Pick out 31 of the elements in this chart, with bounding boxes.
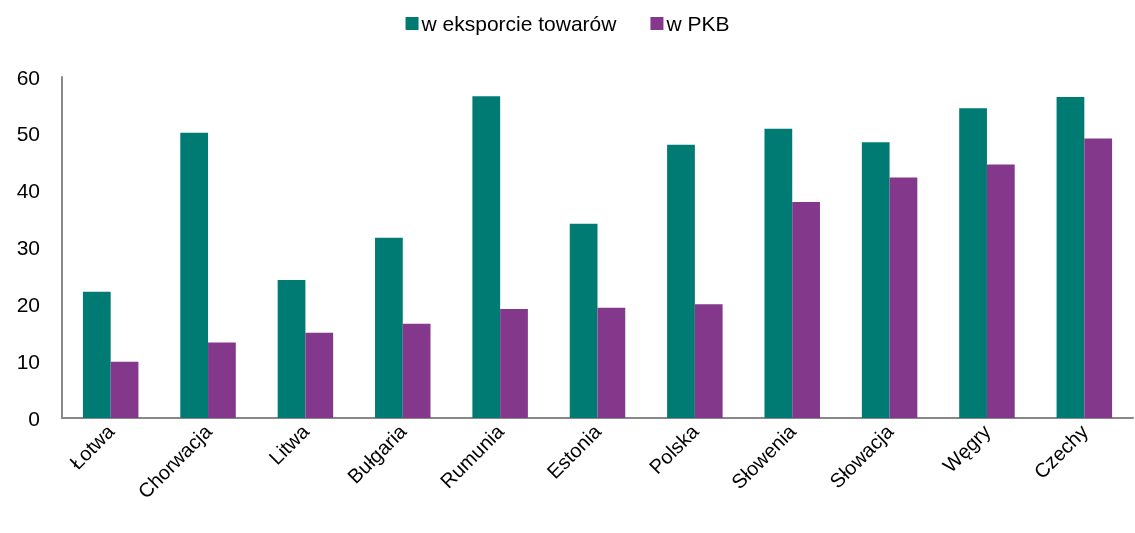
bar xyxy=(1056,96,1085,418)
bar xyxy=(375,237,403,418)
bar xyxy=(500,308,528,418)
y-tick-label: 10 xyxy=(16,349,40,373)
bar xyxy=(305,332,334,418)
bar xyxy=(959,108,987,418)
bar xyxy=(472,96,501,418)
bar xyxy=(861,142,890,418)
y-tick-label: 20 xyxy=(16,292,40,316)
legend-label: w PKB xyxy=(665,12,730,35)
bar xyxy=(1084,138,1113,418)
y-tick-label: 40 xyxy=(16,179,40,203)
bar xyxy=(208,342,236,418)
legend-label: w eksporcie towarów xyxy=(420,12,618,35)
bar xyxy=(82,291,111,418)
bar xyxy=(694,304,723,418)
bar xyxy=(792,202,820,418)
y-tick-label: 60 xyxy=(16,65,40,89)
bar xyxy=(569,223,598,418)
bar xyxy=(402,323,431,418)
y-tick-label: 30 xyxy=(16,236,40,259)
bar xyxy=(277,279,306,418)
y-tick-label: 0 xyxy=(28,406,40,430)
bar xyxy=(986,164,1015,418)
bar xyxy=(667,144,695,418)
bar xyxy=(180,132,209,418)
bar xyxy=(764,128,793,418)
bar xyxy=(889,177,918,418)
y-tick-label: 50 xyxy=(16,122,40,146)
bar xyxy=(597,307,626,418)
bar xyxy=(110,361,139,418)
